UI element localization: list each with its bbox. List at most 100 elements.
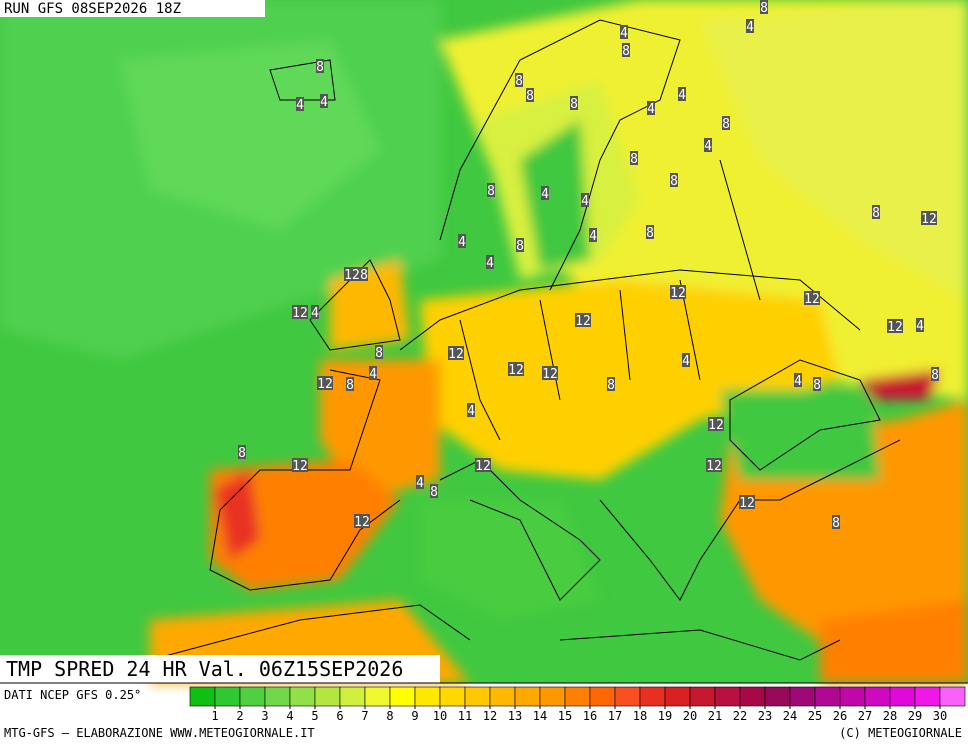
contour-label-box <box>622 43 630 57</box>
contour-label-box <box>647 101 655 115</box>
map-title: TMP SPRED 24 HR Val. 06Z15SEP2026 <box>6 657 403 681</box>
contour-label-box <box>832 515 840 529</box>
colorbar-label: 13 <box>508 709 522 723</box>
contour-label: 4 <box>916 319 924 334</box>
contour-label: 4 <box>467 404 475 419</box>
colorbar-swatch <box>889 686 916 707</box>
colorbar-label: 28 <box>883 709 897 723</box>
contour-label-box <box>467 403 475 417</box>
contour-label: 8 <box>516 239 524 254</box>
contour-label-box <box>620 25 628 39</box>
contour-label-box <box>916 318 924 332</box>
contour-label: 4 <box>320 95 328 110</box>
contour-label-box <box>416 475 424 489</box>
contour-label-box <box>542 366 558 380</box>
contour-label: 8 <box>238 446 246 461</box>
colorbar-swatch <box>214 686 241 707</box>
contour-label: 4 <box>678 88 686 103</box>
run-label: RUN GFS 08SEP2026 18Z <box>4 1 181 17</box>
contour-label-box <box>526 88 534 102</box>
contour-label: 4 <box>416 476 424 491</box>
contour-label-box <box>739 495 755 509</box>
colorbar-label: 7 <box>361 709 368 723</box>
colorbar-label: 12 <box>483 709 497 723</box>
contour-label: 8 <box>832 516 840 531</box>
colorbar-swatch <box>239 686 266 707</box>
contour-label: 8 <box>722 117 730 132</box>
colorbar-swatch <box>564 686 591 707</box>
contour-label: 12 <box>706 459 722 474</box>
contour-label: 8 <box>630 152 638 167</box>
colorbar-swatch <box>739 686 766 707</box>
contour-label-box <box>589 228 597 242</box>
contour-label: 4 <box>541 187 549 202</box>
contour-label-box <box>541 186 549 200</box>
contour-label-box <box>369 366 377 380</box>
colorbar-label: 5 <box>311 709 318 723</box>
contour-label-box <box>646 225 654 239</box>
map-field <box>0 0 968 683</box>
colorbar-swatch <box>714 686 741 707</box>
contour-label: 4 <box>486 256 494 271</box>
title-box <box>0 655 440 683</box>
contour-label-box <box>292 305 308 319</box>
contour-label: 8 <box>570 97 578 112</box>
contour-label-box <box>516 238 524 252</box>
colorbar-label: 25 <box>808 709 822 723</box>
contour-label-box <box>704 138 712 152</box>
contour-label-box <box>607 377 615 391</box>
colorbar-label: 20 <box>683 709 697 723</box>
contour-label-box <box>375 345 383 359</box>
contour-label-box <box>515 73 523 87</box>
contour-label: 12 <box>508 363 524 378</box>
colorbar-label: 21 <box>708 709 722 723</box>
contour-label-box <box>316 59 324 73</box>
colorbar-label: 17 <box>608 709 622 723</box>
contour-label: 4 <box>296 98 304 113</box>
contour-label: 12 <box>475 459 491 474</box>
colorbar-swatch <box>814 686 841 707</box>
contour-label: 8 <box>487 184 495 199</box>
contour-label-box <box>630 151 638 165</box>
colorbar-label: 24 <box>783 709 797 723</box>
contour-label: 8 <box>622 44 630 59</box>
footer-left: MTG-GFS — ELABORAZIONE WWW.METEOGIORNALE… <box>4 726 315 740</box>
colorbar-label: 30 <box>933 709 947 723</box>
colorbar-swatch <box>464 686 491 707</box>
colorbar-label: 22 <box>733 709 747 723</box>
contour-label-box <box>320 94 328 108</box>
colorbar-swatch <box>689 686 716 707</box>
contour-label-box <box>746 19 754 33</box>
contour-label: 8 <box>670 174 678 189</box>
contour-label-box <box>706 458 722 472</box>
colorbar-swatch <box>864 686 891 707</box>
contour-label: 12 <box>887 320 903 335</box>
contour-label: 12 <box>921 212 937 227</box>
contour-label-box <box>581 193 589 207</box>
contour-label: 12 <box>354 515 370 530</box>
colorbar-swatch <box>339 686 366 707</box>
contour-label: 12 <box>708 418 724 433</box>
colorbar: 1 2 3 4 5 6 7 8 9 10 11 12 13 14 15 16 17 18 19 20 21 22 23 24 2… <box>189 686 966 723</box>
contour-label: 12 <box>575 314 591 329</box>
contour-label-box <box>238 445 246 459</box>
contour-label: 4 <box>369 367 377 382</box>
contour-label: 8 <box>646 226 654 241</box>
contour-label-box <box>670 285 686 299</box>
contour-label-box <box>931 367 939 381</box>
colorbar-swatch <box>664 686 691 707</box>
colorbar-label: 29 <box>908 709 922 723</box>
contour-label: 8 <box>346 378 354 393</box>
contour-label-box <box>921 211 937 225</box>
contour-label-box <box>575 313 591 327</box>
contour-label-box <box>813 377 821 391</box>
colorbar-label: 15 <box>558 709 572 723</box>
contour-label: 8 <box>813 378 821 393</box>
contour-label-box <box>508 362 524 376</box>
colorbar-swatch <box>939 686 966 707</box>
contour-label: 4 <box>458 235 466 250</box>
colorbar-swatch <box>414 686 441 707</box>
contour-label: 12 <box>292 306 308 321</box>
